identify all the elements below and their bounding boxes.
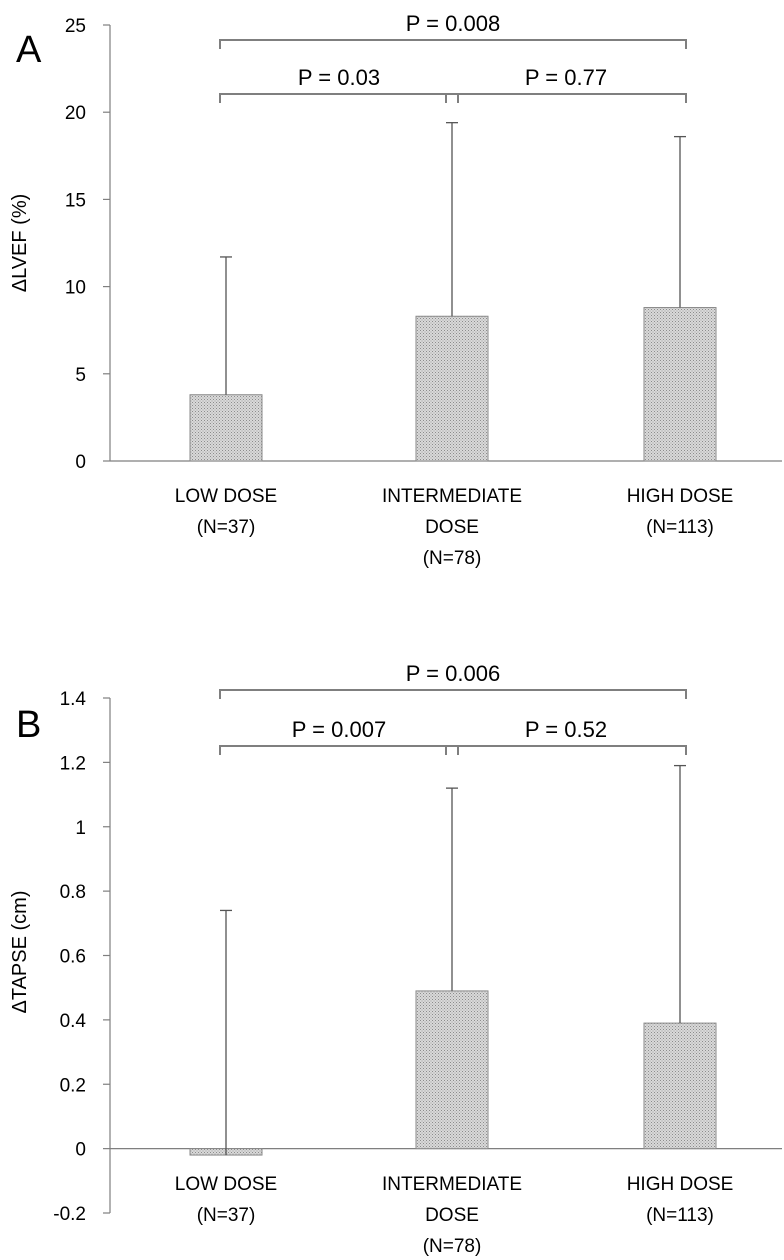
p-value-label: P = 0.03: [298, 65, 380, 90]
y-tick-label: 10: [65, 278, 86, 299]
y-tick-label: 20: [65, 103, 86, 124]
y-tick-label: 0.4: [60, 1011, 87, 1032]
y-tick-label: 0: [75, 452, 86, 473]
significance-bracket: [219, 39, 687, 49]
category-label: DOSE: [425, 1205, 479, 1226]
p-value-label: P = 0.007: [292, 717, 386, 742]
y-tick-label: 1.4: [60, 689, 87, 710]
category-label: (N=37): [197, 1205, 256, 1226]
p-value-label: P = 0.77: [525, 65, 607, 90]
category-label: (N=78): [423, 1236, 482, 1257]
significance-bracket: [445, 745, 687, 755]
category-label: INTERMEDIATE: [382, 486, 522, 507]
y-tick-label: -0.2: [53, 1204, 86, 1225]
y-tick-label: 25: [65, 16, 86, 37]
category-label: LOW DOSE: [175, 1174, 277, 1195]
y-tick-label: 5: [75, 365, 86, 386]
y-axis-label: ΔLVEF (%): [9, 194, 31, 293]
y-tick-label: 0.6: [60, 947, 86, 968]
p-value-label: P = 0.006: [406, 661, 500, 686]
y-tick-label: 0.2: [60, 1075, 86, 1096]
bar: [643, 1022, 717, 1150]
category-label: HIGH DOSE: [627, 486, 734, 507]
y-tick-label: 1: [75, 818, 86, 839]
category-label: LOW DOSE: [175, 486, 277, 507]
chart-panel-b: B ΔTAPSE (cm) -0.2 0 0.2 0.4 0.6 0.8 1 1.2 1.4 LOW …: [9, 661, 782, 1257]
y-tick-label: 0: [75, 1140, 86, 1161]
category-label: (N=78): [423, 548, 482, 569]
bar: [189, 394, 263, 462]
y-tick-label: 1.2: [60, 753, 86, 774]
bar: [643, 307, 717, 462]
p-value-label: P = 0.52: [525, 717, 607, 742]
significance-bracket: [445, 93, 687, 103]
significance-bracket: [219, 689, 687, 699]
bar: [415, 315, 489, 462]
category-label: (N=113): [646, 1205, 714, 1226]
category-label: (N=37): [197, 517, 256, 538]
y-axis-label: ΔTAPSE (cm): [9, 891, 31, 1014]
y-tick-label: 15: [65, 190, 86, 211]
category-label: DOSE: [425, 517, 479, 538]
significance-bracket: [219, 93, 459, 103]
chart-panel-a: A ΔLVEF (%) 0 5 10 15 20 25 LOW DOSE (N=37) INTERM…: [9, 11, 782, 569]
panel-letter: A: [16, 29, 42, 71]
bar: [415, 990, 489, 1150]
significance-bracket: [219, 745, 459, 755]
category-label: INTERMEDIATE: [382, 1174, 522, 1195]
p-value-label: P = 0.008: [406, 11, 500, 36]
y-tick-label: 0.8: [60, 882, 86, 903]
category-label: HIGH DOSE: [627, 1174, 734, 1195]
category-label: (N=113): [646, 517, 714, 538]
panel-letter: B: [16, 704, 41, 746]
